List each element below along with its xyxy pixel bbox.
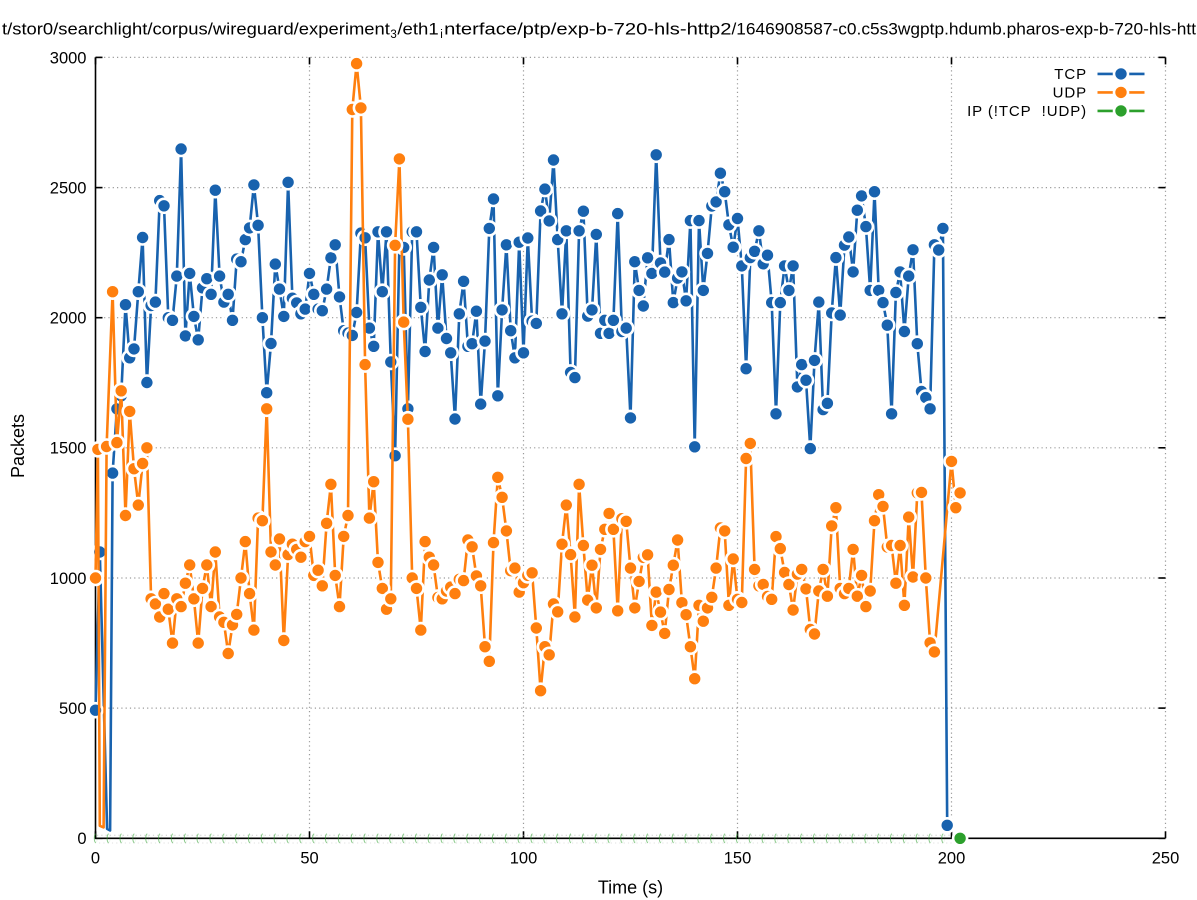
svg-text:1500: 1500 bbox=[50, 440, 87, 458]
svg-text:Time (s): Time (s) bbox=[598, 878, 663, 898]
svg-text:2000: 2000 bbox=[50, 310, 87, 328]
svg-text:Packets: Packets bbox=[8, 414, 28, 478]
svg-text:/eth1: /eth1 bbox=[397, 19, 438, 38]
svg-text:50: 50 bbox=[300, 850, 318, 868]
svg-text:i: i bbox=[440, 29, 443, 41]
svg-text:t/stor0/searchlight/corpus/wir: t/stor0/searchlight/corpus/wireguard/exp… bbox=[2, 19, 390, 38]
svg-text:UDP: UDP bbox=[1053, 85, 1087, 102]
svg-text:100: 100 bbox=[510, 850, 538, 868]
svg-text:3: 3 bbox=[390, 29, 396, 41]
svg-text:250: 250 bbox=[1152, 850, 1180, 868]
svg-text:2500: 2500 bbox=[50, 180, 87, 198]
svg-text:1000: 1000 bbox=[50, 570, 87, 588]
svg-text:/1646908587-c0.c5s3wgptp.hdumb: /1646908587-c0.c5s3wgptp.hdumb.pharos-ex… bbox=[732, 19, 1197, 38]
svg-text:200: 200 bbox=[938, 850, 966, 868]
svg-text:500: 500 bbox=[59, 700, 87, 718]
svg-text:0: 0 bbox=[91, 850, 100, 868]
svg-text:3000: 3000 bbox=[50, 49, 87, 67]
svg-text:150: 150 bbox=[724, 850, 752, 868]
svg-text:IP (!TCP !UDP): IP (!TCP !UDP) bbox=[967, 103, 1087, 120]
svg-text:TCP: TCP bbox=[1054, 66, 1087, 83]
svg-text:0: 0 bbox=[77, 830, 86, 848]
svg-text:nterface/ptp/exp-b-720-hls-htt: nterface/ptp/exp-b-720-hls-http2 bbox=[444, 19, 731, 38]
